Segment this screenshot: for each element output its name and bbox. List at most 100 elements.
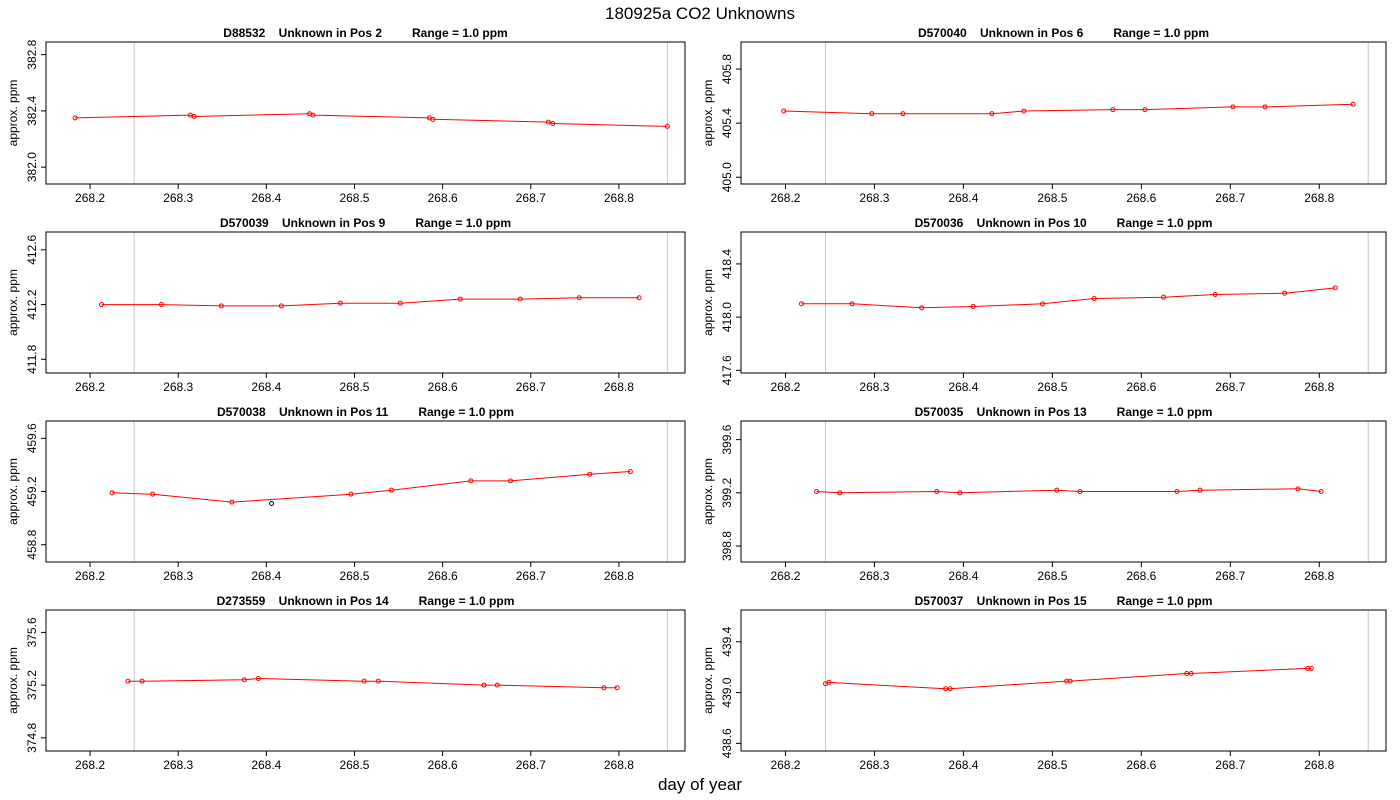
x-tick-label: 268.7: [1215, 191, 1245, 205]
y-axis-label: approx. ppm: [6, 80, 20, 147]
y-tick-label: 374.8: [25, 722, 39, 752]
data-point: [919, 305, 925, 311]
x-tick-label: 268.5: [339, 758, 369, 772]
y-tick-label: 398.8: [720, 531, 734, 561]
x-tick-label: 268.7: [516, 380, 546, 394]
figure-title: 180925a CO2 Unknowns: [605, 4, 795, 23]
data-point: [1021, 108, 1027, 114]
y-tick-label: 439.0: [720, 677, 734, 707]
y-tick-label: 458.8: [25, 529, 39, 559]
data-point: [1197, 487, 1203, 493]
data-point: [934, 489, 940, 494]
x-tick-label: 268.2: [770, 191, 800, 205]
data-point: [1308, 665, 1314, 671]
data-point: [957, 490, 963, 496]
series-line: [825, 667, 1312, 690]
data-point: [849, 301, 855, 307]
x-tick-label: 268.6: [428, 191, 458, 205]
data-point: [947, 686, 953, 692]
x-tick-label: 268.6: [1126, 380, 1156, 394]
data-point: [970, 303, 976, 309]
data-point: [139, 678, 145, 684]
y-tick-label: 418.0: [720, 302, 734, 332]
panel-8: D570037 Unknown in Pos 15 Range = 1.0 pp…: [701, 594, 1387, 772]
y-tick-label: 459.2: [25, 476, 39, 506]
data-point: [375, 678, 381, 684]
panel-5: D570038 Unknown in Pos 11 Range = 1.0 pp…: [6, 405, 686, 583]
data-point: [814, 489, 820, 494]
data-point: [517, 296, 523, 302]
y-tick-label: 382.0: [25, 152, 39, 182]
x-tick-label: 268.8: [604, 758, 634, 772]
x-tick-label: 268.7: [516, 191, 546, 205]
data-point: [1188, 671, 1194, 677]
x-tick-label: 268.8: [604, 191, 634, 205]
plot-frame: [740, 41, 1387, 185]
data-point: [1318, 489, 1324, 494]
y-tick-label: 412.6: [25, 234, 39, 264]
data-point: [664, 123, 670, 129]
x-tick-label: 268.7: [1215, 758, 1245, 772]
panel-title: D570036 Unknown in Pos 10 Range = 1.0 pp…: [915, 216, 1213, 230]
x-tick-label: 268.4: [251, 191, 281, 205]
y-tick-label: 399.6: [720, 424, 734, 454]
data-point: [1110, 107, 1116, 113]
data-point: [494, 682, 500, 688]
y-tick-label: 459.6: [25, 423, 39, 453]
x-tick-label: 268.2: [75, 191, 105, 205]
data-point: [1350, 101, 1356, 107]
series-line: [128, 677, 618, 689]
plot-frame: [45, 231, 686, 374]
data-point: [636, 295, 642, 301]
series-line: [101, 297, 640, 307]
x-tick-label: 268.2: [75, 758, 105, 772]
data-point: [255, 676, 261, 682]
data-point: [278, 303, 284, 309]
y-tick-label: 375.2: [25, 670, 39, 700]
data-point: [229, 499, 235, 505]
panel-title: D273559 Unknown in Pos 14 Range = 1.0 pp…: [217, 594, 515, 608]
data-point: [1230, 104, 1236, 110]
data-point: [150, 491, 156, 497]
data-point: [430, 116, 436, 122]
data-point: [601, 685, 607, 691]
x-tick-label: 268.8: [604, 569, 634, 583]
x-tick-label: 268.2: [770, 380, 800, 394]
series-line: [816, 488, 1322, 494]
y-axis-label: approx. ppm: [6, 269, 20, 336]
x-tick-label: 268.8: [1304, 758, 1334, 772]
data-point: [798, 301, 804, 307]
x-tick-label: 268.6: [428, 758, 458, 772]
data-point: [218, 303, 224, 309]
plot-frame: [45, 41, 686, 185]
x-tick-label: 268.4: [948, 191, 978, 205]
x-tick-label: 268.6: [1126, 191, 1156, 205]
x-tick-label: 268.3: [163, 569, 193, 583]
y-tick-label: 438.6: [720, 728, 734, 758]
data-point: [310, 112, 316, 118]
panel-title: D570035 Unknown in Pos 13 Range = 1.0 pp…: [915, 405, 1213, 419]
plot-frame: [45, 420, 686, 563]
figure-xlabel: day of year: [657, 775, 743, 794]
x-tick-label: 268.4: [251, 380, 281, 394]
data-point: [361, 678, 367, 684]
x-tick-label: 268.6: [1126, 758, 1156, 772]
y-tick-label: 405.4: [720, 108, 734, 138]
data-point: [507, 478, 513, 484]
panel-title: D570038 Unknown in Pos 11 Range = 1.0 pp…: [217, 405, 514, 419]
panel-title: D570037 Unknown in Pos 15 Range = 1.0 pp…: [915, 594, 1213, 608]
x-tick-label: 268.5: [1037, 569, 1067, 583]
data-point: [900, 111, 906, 117]
x-tick-label: 268.5: [339, 191, 369, 205]
data-point: [1161, 294, 1167, 300]
y-tick-label: 405.0: [720, 162, 734, 192]
y-axis-label: approx. ppm: [6, 647, 20, 714]
series-line: [783, 103, 1354, 115]
data-point: [587, 471, 593, 477]
panel-4: D570036 Unknown in Pos 10 Range = 1.0 pp…: [701, 216, 1387, 394]
data-point: [1077, 489, 1083, 494]
x-tick-label: 268.4: [948, 569, 978, 583]
data-point: [1054, 487, 1060, 493]
x-tick-label: 268.3: [859, 380, 889, 394]
data-point: [545, 119, 551, 125]
